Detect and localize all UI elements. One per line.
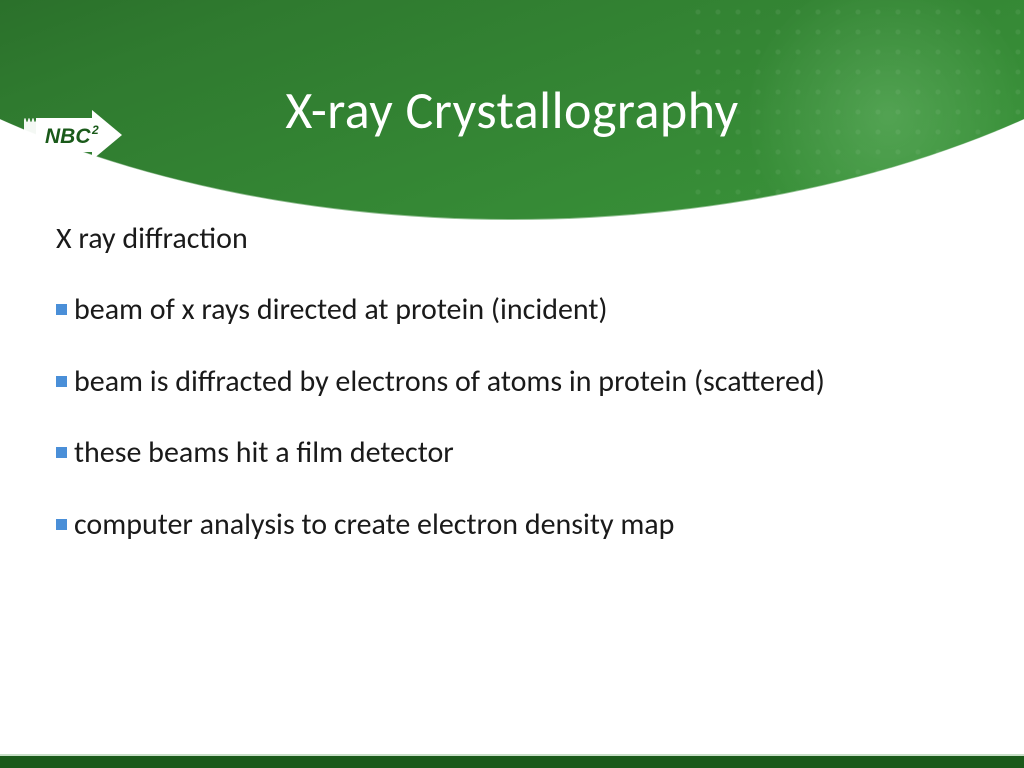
slide-body: X ray diffraction beam of x rays directe… xyxy=(56,220,968,577)
slide: NBC 2 X-ray Crystallography X ray diffra… xyxy=(0,0,1024,768)
subheading: X ray diffraction xyxy=(56,220,968,257)
footer-bar xyxy=(0,754,1024,768)
bullet-item: these beams hit a film detector xyxy=(56,434,968,472)
slide-title: X-ray Crystallography xyxy=(0,78,1024,142)
bullet-list: beam of x rays directed at protein (inci… xyxy=(56,291,968,543)
bullet-item: beam is diffracted by electrons of atoms… xyxy=(56,363,968,401)
slide-header: NBC 2 X-ray Crystallography xyxy=(0,0,1024,220)
bullet-item: beam of x rays directed at protein (inci… xyxy=(56,291,968,329)
bullet-item: computer analysis to create electron den… xyxy=(56,506,968,544)
